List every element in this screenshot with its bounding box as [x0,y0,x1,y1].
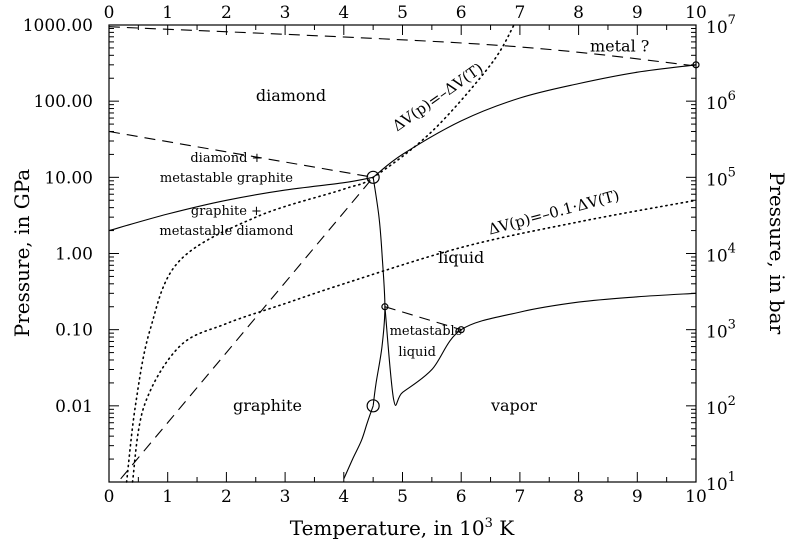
tick-marks [108,24,697,483]
x-tick-label-top: 8 [573,3,584,23]
y-tick-label-right: 106 [706,89,736,114]
y-tick-label-right: 102 [706,394,736,419]
y-tick-label-right-base: 10 [706,247,728,267]
x-axis-title: Temperature, in 103 K [290,516,515,540]
y-tick-label-right: 104 [706,242,736,267]
solid-boundary-curve [343,405,374,480]
x-tick-label-top: 3 [280,3,291,23]
dotted-boundary-curve [125,24,515,483]
dashed-boundary-curve [120,176,374,480]
dashed-boundary-curve [108,26,697,67]
tick-labels: 0011223344556677889910100.010.101.0010.0… [23,3,736,507]
region-label: diamond + [190,151,262,166]
y-axis-title-right: Pressure, in bar [765,172,789,335]
y-tick-label-right-exp: 2 [728,394,736,409]
curve-equation-label: ΔV(p)=–ΔV(T) [389,59,487,135]
region-labels: diamond liquid graphite vapor metal ? diamond… [159,36,649,415]
y-tick-label-right-exp: 1 [728,470,736,485]
solid-boundary-curve [372,64,697,178]
y-tick-label-left: 10.00 [44,168,93,188]
triple-point-markers [366,61,700,413]
region-label: liquid [438,248,484,267]
solid-boundary-curve [372,177,386,406]
y-tick-label-right-base: 10 [706,170,728,190]
x-tick-label-top: 7 [514,3,525,23]
region-label: graphite [233,396,302,415]
x-tick-label-top: 9 [632,3,643,23]
x-axis-title-sup: 3 [485,516,493,531]
x-axis-title-unit: K [493,516,515,540]
region-label: graphite + [191,204,262,219]
curve-equation-label: ΔV(p)=–0.1·ΔV(T) [486,186,621,238]
phase-point-marker [366,399,380,413]
y-tick-label-right-exp: 6 [728,89,736,104]
x-tick-label-bottom: 1 [162,487,173,507]
x-tick-label-top: 1 [162,3,173,23]
plot-frame [108,24,697,483]
x-tick-label-bottom: 9 [632,487,643,507]
y-tick-label-right-base: 10 [706,94,728,114]
y-tick-label-right-exp: 7 [728,13,736,28]
x-tick-label-top: 6 [456,3,467,23]
dashed-boundary-curve [384,306,462,331]
y-tick-label-right-base: 10 [706,18,728,38]
y-tick-label-right-base: 10 [706,323,728,343]
x-axis-title-text: Temperature, in 10 [290,516,485,540]
x-tick-label-bottom: 4 [338,487,349,507]
region-label: vapor [490,396,537,415]
y-tick-label-right-base: 10 [706,475,728,495]
x-tick-label-top: 5 [397,3,408,23]
x-tick-label-bottom: 8 [573,487,584,507]
y-tick-label-left: 0.10 [55,321,93,341]
y-tick-label-left: 1000.00 [23,16,93,36]
y-tick-label-right: 105 [706,165,736,190]
y-tick-label-right: 107 [706,13,736,38]
y-axis-title-left: Pressure, in GPa [10,169,34,338]
y-tick-label-left: 100.00 [34,92,93,112]
y-tick-label-right: 101 [706,470,736,495]
x-tick-label-top: 0 [104,3,115,23]
x-tick-label-bottom: 6 [456,487,467,507]
y-tick-label-right-exp: 4 [728,242,736,257]
x-tick-label-bottom: 7 [514,487,525,507]
y-tick-label-right: 103 [706,318,736,343]
phase-boundary-curves [108,24,697,483]
x-tick-label-bottom: 0 [104,487,115,507]
phase-point-marker [692,61,700,69]
solid-boundary-curve [108,176,374,232]
x-tick-label-bottom: 3 [280,487,291,507]
y-tick-label-right-exp: 3 [728,318,736,333]
region-label: metal ? [590,36,649,55]
region-label: metastable diamond [159,224,293,239]
region-label: liquid [398,345,436,360]
y-tick-label-left: 0.01 [55,397,93,417]
x-tick-label-bottom: 5 [397,487,408,507]
y-tick-label-right-base: 10 [706,399,728,419]
y-tick-label-right-exp: 5 [728,165,736,180]
phase-point-marker [457,326,465,334]
x-tick-label-bottom: 2 [221,487,232,507]
x-tick-label-top: 2 [221,3,232,23]
y-tick-label-left: 1.00 [55,245,93,265]
x-tick-label-bottom: 10 [685,487,707,507]
phase-point-marker [381,303,389,311]
phase-point-marker [366,170,380,184]
dashed-boundary-curve [108,130,374,178]
x-tick-label-top: 4 [338,3,349,23]
region-label: diamond [256,86,326,105]
region-label: metastable graphite [160,171,293,186]
x-tick-label-top: 10 [685,3,707,23]
dotted-boundary-curve [131,199,697,483]
region-label: metastable [390,324,463,339]
